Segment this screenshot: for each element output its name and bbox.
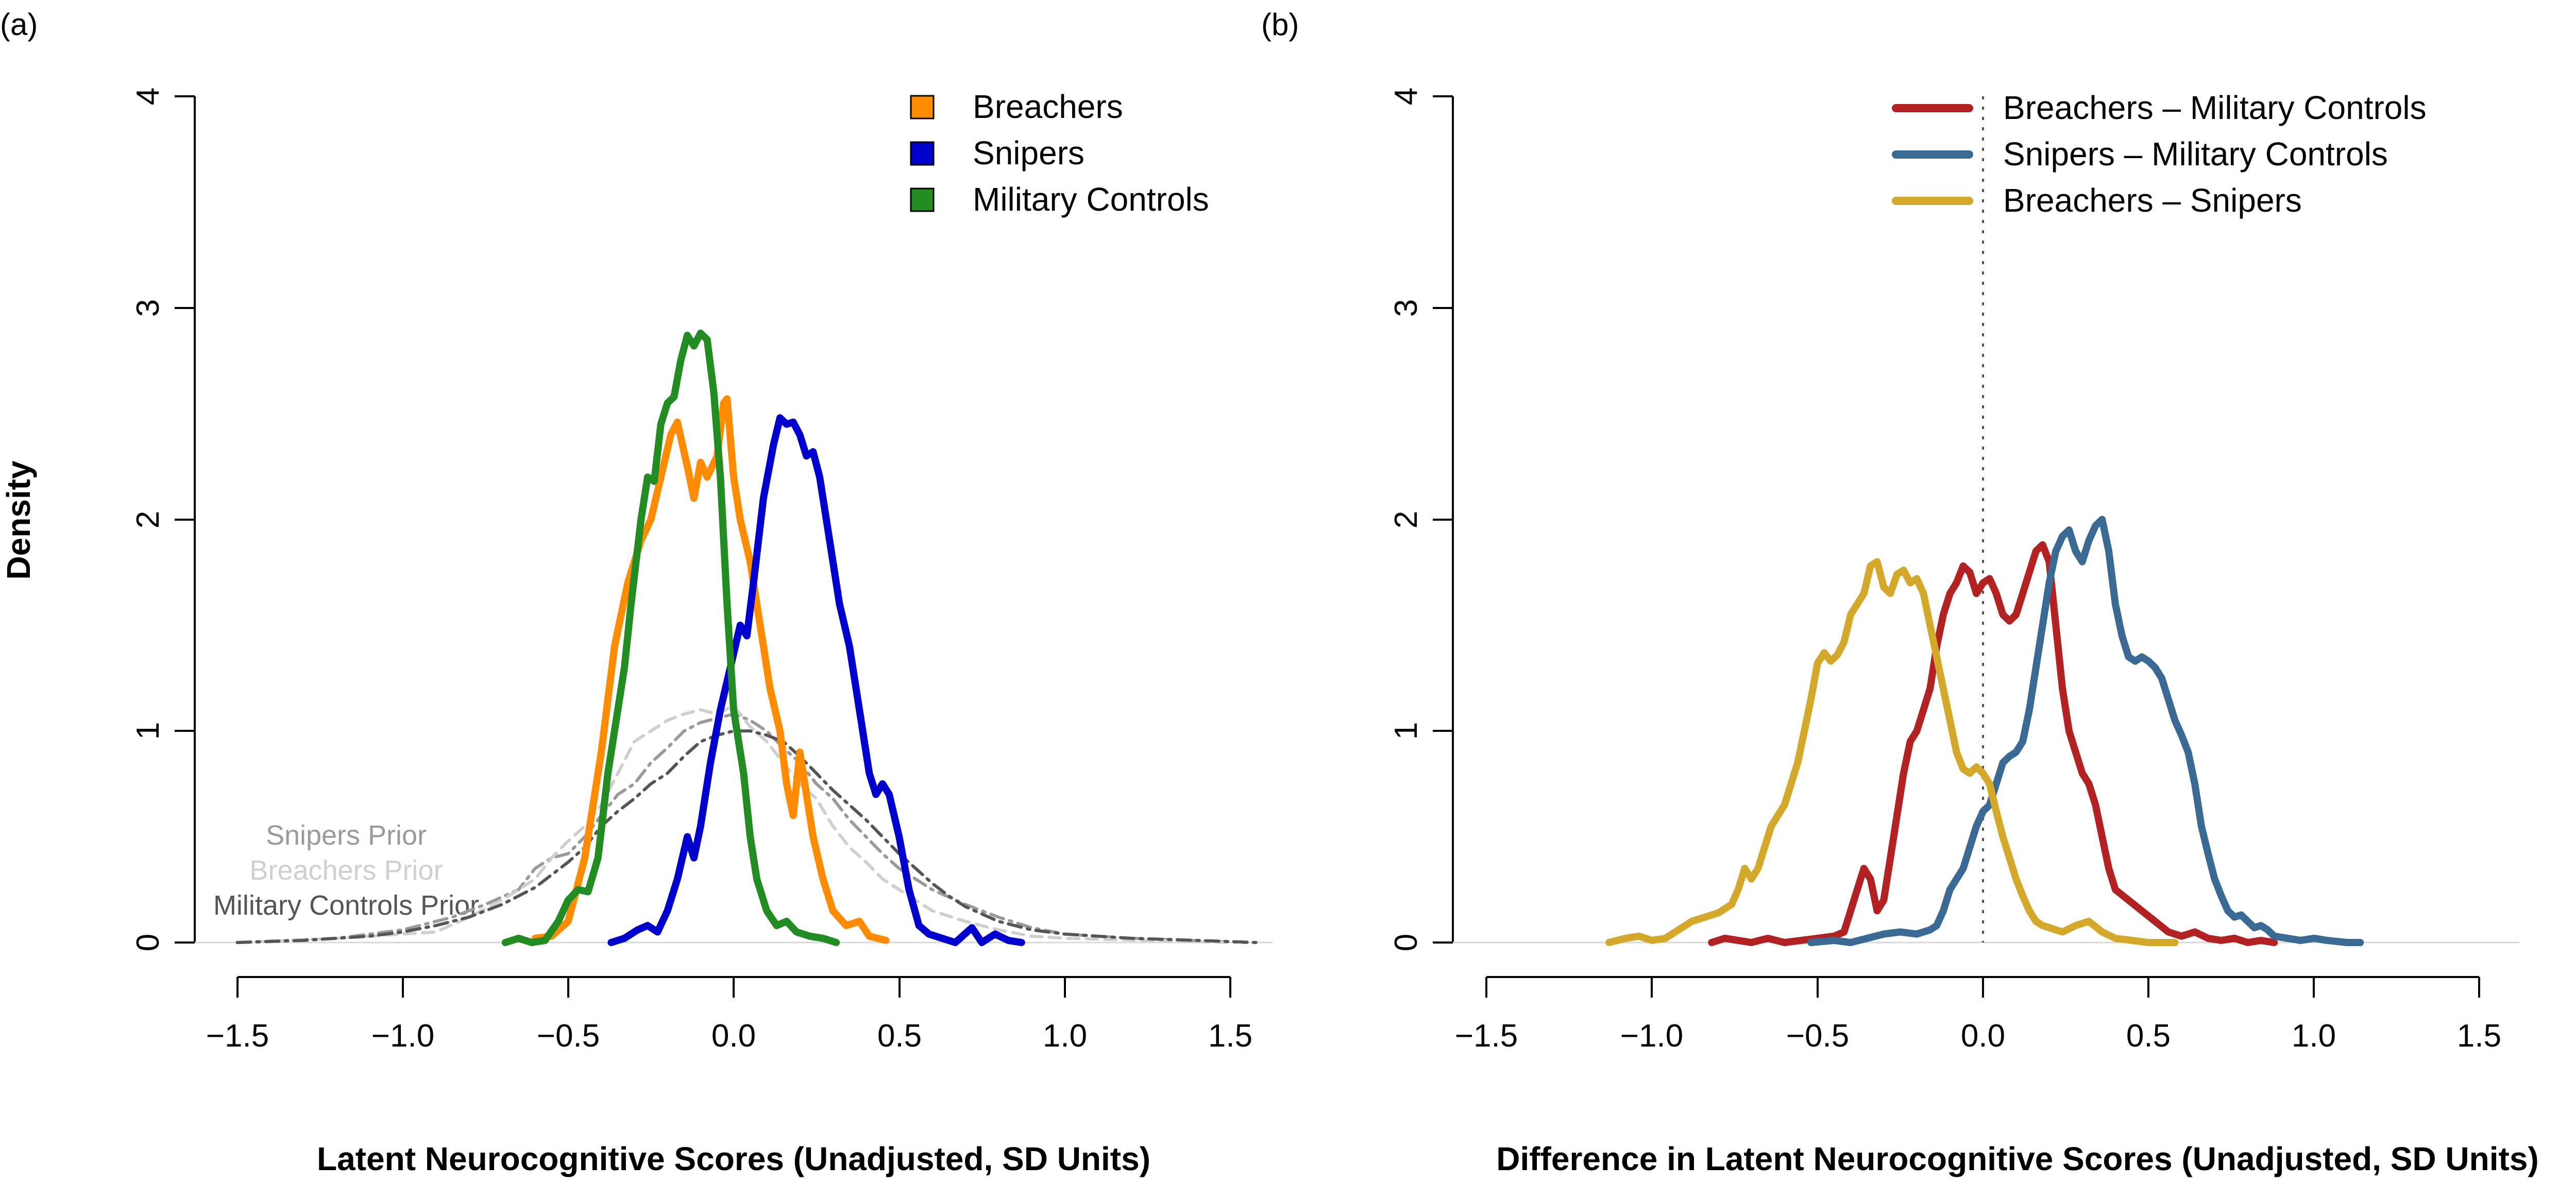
panel-b-x-tick-label: −1.5 <box>1455 1018 1518 1054</box>
military-controls-prior-label: Military Controls Prior <box>213 890 479 921</box>
legend-swatch-snipers <box>910 141 935 166</box>
legend-label-military-controls: Military Controls <box>973 181 1209 218</box>
panel-b-x-axis-title: Difference in Latent Neurocognitive Scor… <box>1496 1140 2538 1177</box>
panel-a-legend: Breachers Snipers Military Controls <box>910 88 1209 218</box>
panel-a-label: (a) <box>0 7 38 42</box>
panel-b-series-group <box>1605 516 2364 946</box>
legend-label-snipers: Snipers <box>973 134 1084 172</box>
breachers-prior-label: Breachers Prior <box>249 855 443 886</box>
panel-b-label: (b) <box>1261 7 1299 42</box>
panel-b-y-tick-label: 4 <box>1388 88 1424 105</box>
panel-a-y-tick-label: 0 <box>130 934 166 951</box>
series-line-military-controls <box>501 330 840 946</box>
legend-label-breachers-minus-controls: Breachers – Military Controls <box>2003 89 2427 126</box>
legend-label-breachers-minus-snipers: Breachers – Snipers <box>2003 182 2302 219</box>
panel-a-x-tick-label: −1.5 <box>206 1018 269 1054</box>
snipers-prior-label: Snipers Prior <box>266 820 427 851</box>
panel-a-x-tick-label: 0.5 <box>877 1018 922 1054</box>
panel-a-y-axis-title: Density <box>0 460 37 580</box>
series-line-breachers <box>531 395 890 944</box>
panel-b-legend: Breachers – Military Controls Snipers – … <box>1892 89 2427 219</box>
panel-b: (b) 0 1 2 3 4 −1.5 −1.0 −0.5 0.0 0.5 1.0… <box>1261 7 2539 1177</box>
panel-b-x-tick-label: 0.0 <box>1961 1018 2005 1054</box>
panel-a-x-tick-label: −1.0 <box>371 1018 434 1054</box>
series-line-military-controls-prior <box>235 729 1258 944</box>
panel-a-series-group <box>235 330 1258 946</box>
panel-a: (a) 0 1 2 3 4 Density −1.5 −1.0 −0.5 0.0… <box>0 7 1273 1177</box>
panel-a-y-tick-label: 1 <box>130 722 166 740</box>
series-line-snipers-military-controls <box>1807 516 2364 946</box>
panel-b-x-tick-label: 1.5 <box>2457 1018 2501 1054</box>
panel-a-y-tick-label: 4 <box>130 88 166 105</box>
panel-b-y-tick-label: 0 <box>1388 934 1424 951</box>
panel-b-y-tick-label: 1 <box>1388 722 1424 740</box>
panel-b-y-tick-label: 3 <box>1388 299 1424 317</box>
legend-swatch-military-controls <box>910 187 935 212</box>
series-line-breachers-snipers <box>1605 558 2179 946</box>
panel-a-x-axis-title: Latent Neurocognitive Scores (Unadjusted… <box>317 1140 1150 1177</box>
legend-label-snipers-minus-controls: Snipers – Military Controls <box>2003 135 2388 173</box>
panel-b-y-tick-label: 2 <box>1388 511 1424 528</box>
panel-a-x-tick-label: 0.0 <box>711 1018 756 1054</box>
panel-a-y-tick-label: 2 <box>130 511 166 528</box>
panel-a-x-tick-label: 1.0 <box>1043 1018 1087 1054</box>
panel-b-x-tick-label: −1.0 <box>1620 1018 1683 1054</box>
panel-a-x-tick-label: −0.5 <box>537 1018 600 1054</box>
panel-b-x-tick-label: 1.0 <box>2292 1018 2336 1054</box>
panel-a-x-tick-label: 1.5 <box>1208 1018 1252 1054</box>
series-line-snipers <box>607 414 1025 946</box>
legend-swatch-breachers <box>910 95 935 119</box>
panel-a-y-tick-label: 3 <box>130 299 166 317</box>
legend-label-breachers: Breachers <box>973 88 1123 125</box>
panel-b-x-tick-label: −0.5 <box>1786 1018 1849 1054</box>
panel-b-x-tick-label: 0.5 <box>2126 1018 2171 1054</box>
series-line-breachers-prior <box>235 704 1232 944</box>
series-line-breachers-military-controls <box>1708 541 2278 946</box>
